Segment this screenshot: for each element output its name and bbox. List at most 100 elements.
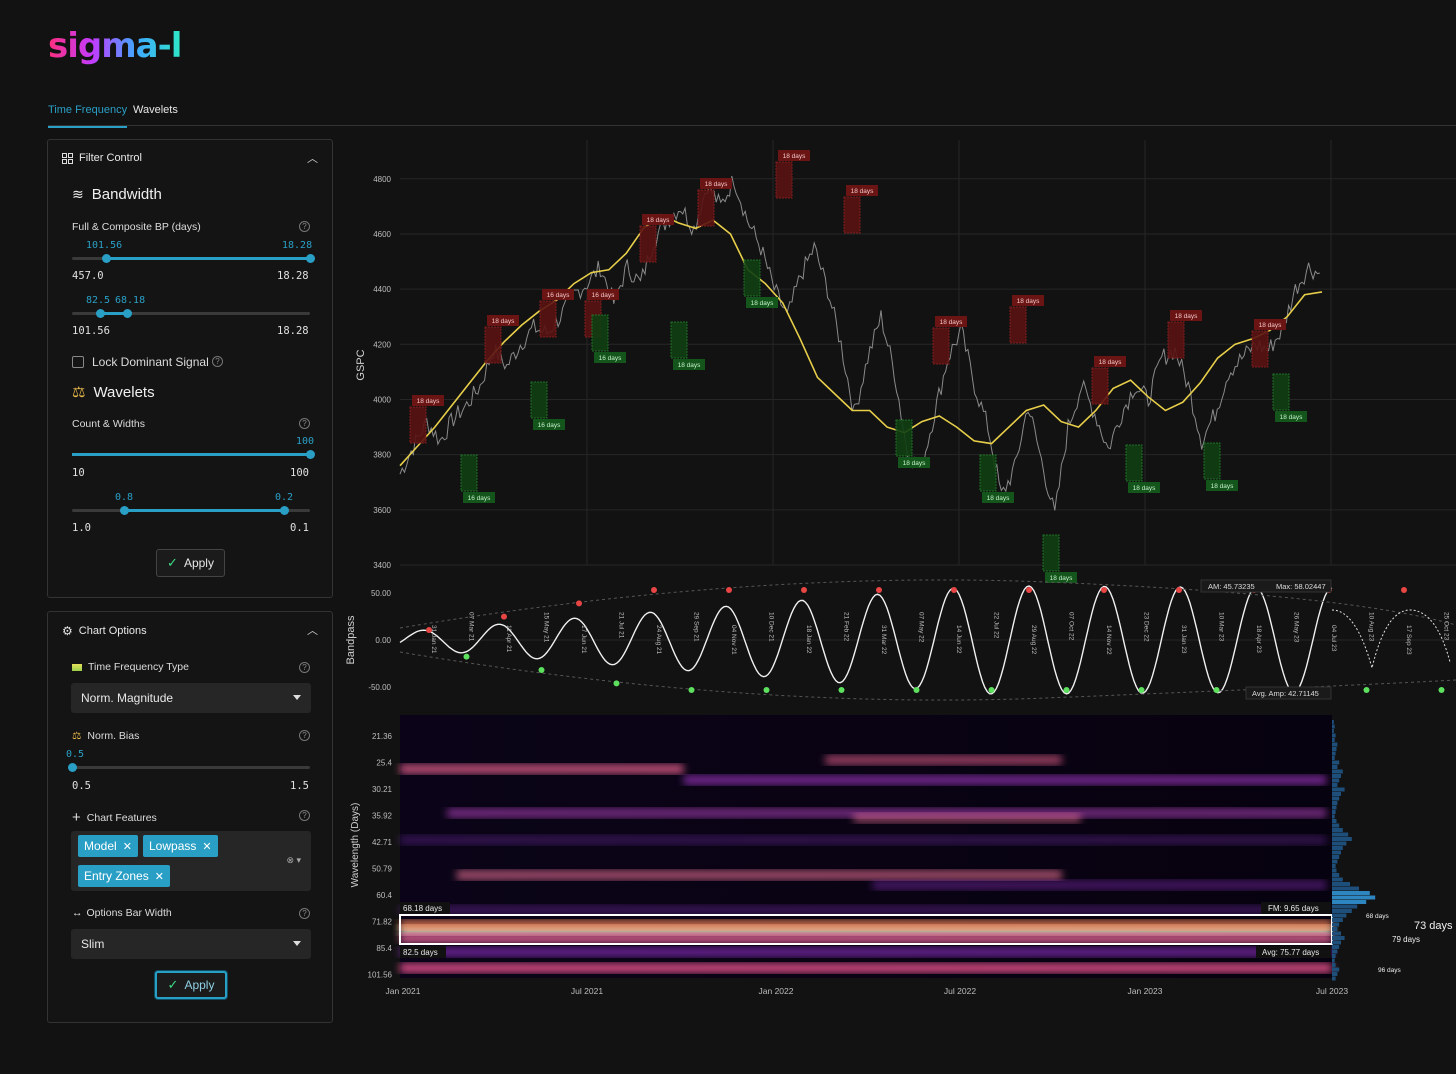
chart-options-header[interactable]: ⚙ Chart Options — [62, 624, 147, 638]
help-icon[interactable]: ? — [299, 908, 310, 919]
slider-handle[interactable] — [306, 254, 315, 263]
side-histogram-bar — [1332, 841, 1347, 846]
y-axis-label: Bandpass — [346, 615, 357, 664]
bandpass-chart[interactable]: 50.00 0.00 -50.00 Bandpass 31 Jan 21 07 Mar 2… — [346, 579, 1456, 701]
entry-zone-trough — [743, 259, 761, 297]
trough-label: 18 days — [1211, 483, 1235, 490]
help-icon[interactable]: ? — [299, 221, 310, 232]
side-histogram-bar — [1332, 729, 1334, 733]
close-icon[interactable]: ✕ — [154, 870, 164, 883]
side-histogram-bar — [1332, 868, 1337, 873]
slider-handle[interactable] — [96, 309, 105, 318]
feature-chip-entry-zones[interactable]: Entry Zones ✕ — [78, 865, 170, 887]
y-tick-label: 4800 — [373, 175, 391, 184]
side-histogram-bar — [1332, 931, 1341, 936]
help-icon[interactable]: ? — [299, 662, 310, 673]
side-histogram-bar — [1332, 864, 1336, 868]
peak-label-box — [778, 150, 810, 161]
app-logo: sigma-l — [48, 26, 182, 66]
slider-handle[interactable] — [68, 763, 77, 772]
price-chart[interactable]: 4800 4600 4400 4200 4000 3800 3600 3400 GSPC 18 d… — [355, 140, 1456, 583]
close-icon[interactable]: ✕ — [202, 840, 212, 853]
bandwidth-slider1-high-value: 18.28 — [282, 240, 313, 251]
bandwidth-slider-2[interactable] — [72, 309, 310, 318]
entry-zone-trough — [591, 314, 609, 352]
help-icon[interactable]: ? — [299, 810, 310, 821]
help-icon[interactable]: ? — [299, 418, 310, 429]
y-tick-label: 4000 — [373, 395, 391, 404]
tab-time-frequency[interactable]: Time Frequency — [48, 100, 128, 128]
clear-chevron-icon[interactable]: ⊗ ▾ — [286, 855, 301, 865]
peak-dot — [801, 587, 807, 593]
am-label: AM: 45.73235 — [1208, 582, 1255, 591]
peak-label: 16 days — [592, 292, 616, 299]
cycle-date-label: 10 Mar 23 — [1218, 612, 1225, 642]
label-box — [400, 902, 450, 914]
wavelets-width-slider[interactable] — [72, 506, 310, 515]
envelope-upper — [399, 579, 1456, 629]
wavelet-heatmap[interactable]: 21.36 25.4 30.21 35.92 42.71 50.79 60.4 71.82 85… — [350, 715, 1453, 981]
wavelets-count-slider[interactable] — [72, 450, 315, 459]
y-tick-label: 25.4 — [376, 759, 392, 768]
slider-handle[interactable] — [123, 309, 132, 318]
side-histogram-bar — [1332, 819, 1337, 823]
count-widths-label: Count & Widths — [72, 418, 145, 430]
side-histogram-bar — [1332, 882, 1350, 886]
bandwidth-slider2-low-value: 82.5 — [86, 295, 111, 306]
cycle-date-label: 10 Aug 23 — [1368, 612, 1375, 642]
slider-handle[interactable] — [102, 254, 111, 263]
side-histogram-bar — [1332, 940, 1341, 945]
chart-features-multiselect[interactable]: Model ✕ Lowpass ✕ Entry Zones ✕ ⊗ ▾ — [71, 831, 311, 891]
lock-dominant-label: Lock Dominant Signal — [92, 355, 209, 369]
gear-icon: ⚙ — [62, 624, 73, 638]
side-histogram-bar — [1332, 913, 1347, 918]
entry-zone-trough — [1042, 534, 1060, 572]
entry-zone-peak — [775, 161, 793, 199]
side-histogram-bar — [1332, 918, 1343, 922]
chevron-up-icon[interactable]: ︿ — [307, 153, 318, 165]
side-label: 73 days — [1414, 920, 1453, 932]
heatmap-band — [400, 933, 1332, 943]
slider-handle[interactable] — [306, 450, 315, 459]
cycle-date-label: 18 Jan 22 — [805, 625, 812, 654]
feature-chip-model[interactable]: Model ✕ — [78, 835, 138, 857]
slider-handle[interactable] — [120, 506, 129, 515]
side-histogram-bar — [1332, 792, 1341, 796]
cycle-date-label: 31 Mar 22 — [880, 625, 887, 655]
close-icon[interactable]: ✕ — [122, 840, 132, 853]
lock-dominant-checkbox[interactable] — [72, 356, 84, 368]
norm-bias-slider[interactable] — [68, 763, 310, 772]
slider-max: 0.1 — [290, 522, 309, 534]
slider-handle[interactable] — [280, 506, 289, 515]
palette-icon — [72, 663, 82, 671]
chevron-up-icon[interactable]: ︿ — [307, 625, 318, 637]
peak-label-box — [487, 315, 519, 326]
side-histogram-bar — [1332, 760, 1340, 765]
tf-type-select[interactable]: Norm. Magnitude — [71, 683, 311, 713]
cycle-date-label: 17 Sep 23 — [1405, 625, 1412, 655]
cycle-date-label: 15 May 21 — [543, 612, 550, 643]
feature-chip-lowpass[interactable]: Lowpass ✕ — [143, 835, 218, 857]
side-histogram-bar — [1332, 747, 1337, 751]
y-tick-label: 3600 — [373, 506, 391, 515]
trough-label-box — [673, 359, 705, 370]
filter-apply-button[interactable]: ✓ Apply — [156, 549, 225, 577]
help-icon[interactable]: ? — [299, 730, 310, 741]
side-histogram-bar — [1332, 936, 1345, 940]
bandwidth-slider2-high-value: 68.18 — [115, 295, 146, 306]
side-histogram-bar — [1332, 769, 1343, 774]
tab-wavelets[interactable]: Wavelets — [133, 104, 178, 116]
y-tick-label: 21.36 — [372, 732, 393, 741]
arrows-horizontal-icon: ↔ — [72, 907, 83, 919]
filter-control-header[interactable]: Filter Control — [62, 152, 142, 164]
max-label: Max: 58.02447 — [1276, 582, 1326, 591]
cycle-date-label: 14 Nov 22 — [1105, 625, 1112, 655]
peak-label: 18 days — [705, 181, 729, 188]
chart-options-apply-button[interactable]: ✓ Apply — [155, 971, 227, 999]
options-bar-width-select[interactable]: Slim — [71, 929, 311, 959]
trough-label: 18 days — [1050, 575, 1074, 582]
bandwidth-slider-1[interactable] — [72, 254, 315, 263]
help-icon[interactable]: ? — [212, 356, 223, 367]
entry-zone-peak — [1167, 321, 1185, 359]
trough-dot — [1213, 687, 1220, 693]
